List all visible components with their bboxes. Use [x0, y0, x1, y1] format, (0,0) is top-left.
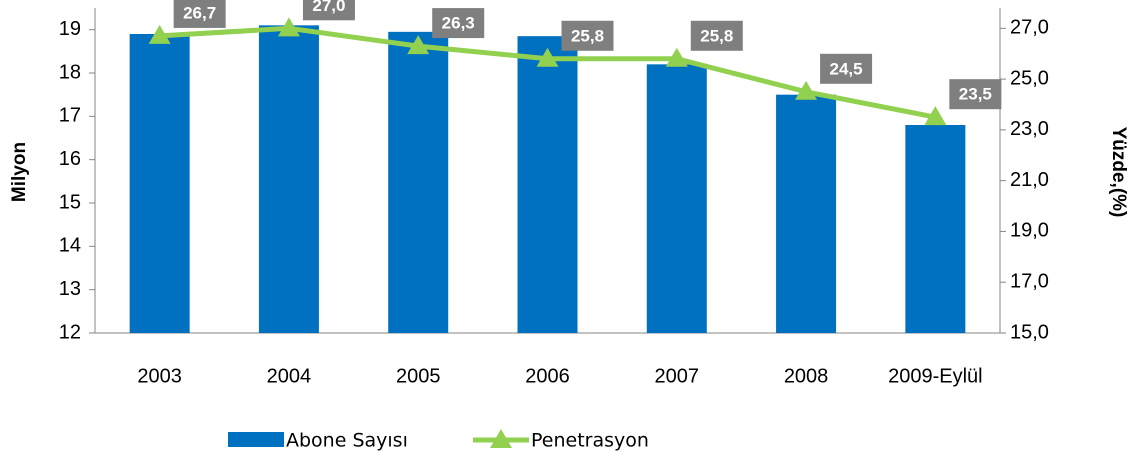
- marker: [407, 35, 430, 55]
- marker: [795, 80, 818, 100]
- y-tick-label: 14: [59, 235, 81, 257]
- data-label: 26,7: [183, 3, 216, 22]
- data-label-box: [690, 20, 743, 51]
- y-tick-label: 17: [59, 105, 81, 127]
- legend-label: Penetrasyon: [531, 430, 649, 452]
- data-label: 26,3: [442, 14, 475, 33]
- marker: [148, 24, 171, 44]
- data-label: 27,0: [312, 0, 345, 15]
- data-label: 25,8: [571, 26, 604, 45]
- x-tick-label: 2003: [137, 365, 182, 387]
- y2-tick-label: 17,0: [1010, 271, 1049, 293]
- y2-tick-label: 27,0: [1010, 17, 1049, 39]
- data-label-box: [173, 0, 226, 28]
- data-label-box: [432, 8, 485, 39]
- data-label: 25,8: [700, 26, 733, 45]
- marker: [536, 47, 559, 67]
- y-tick-label: 15: [59, 191, 81, 213]
- y2-tick-label: 15,0: [1010, 321, 1049, 343]
- data-label: 24,5: [830, 59, 863, 78]
- legend-swatch: [228, 432, 284, 447]
- y-axis-title: Milyon: [9, 142, 30, 202]
- legend-swatch: [490, 429, 512, 448]
- y-tick-label: 13: [59, 278, 81, 300]
- y2-tick-label: 21,0: [1010, 169, 1049, 191]
- y2-tick-label: 25,0: [1010, 67, 1049, 89]
- bar: [776, 94, 837, 334]
- marker: [924, 106, 947, 126]
- bar: [129, 34, 190, 333]
- y-tick-label: 12: [59, 321, 81, 343]
- x-tick-label: 2007: [655, 365, 700, 387]
- y2-tick-label: 23,0: [1010, 118, 1049, 140]
- x-tick-label: 2005: [396, 365, 441, 387]
- bar: [646, 64, 707, 333]
- data-label: 23,5: [959, 85, 992, 104]
- y-tick-label: 16: [59, 148, 81, 170]
- bar: [388, 31, 449, 333]
- bar: [517, 36, 578, 334]
- data-label-box: [820, 53, 873, 84]
- y-tick-label: 19: [59, 18, 81, 40]
- y2-tick-label: 19,0: [1010, 220, 1049, 242]
- data-label-box: [949, 79, 1002, 110]
- x-tick-label: 2008: [784, 365, 829, 387]
- bar: [258, 25, 319, 333]
- data-label-box: [302, 0, 355, 21]
- x-tick-label: 2006: [525, 365, 570, 387]
- x-tick-label: 2004: [267, 365, 312, 387]
- marker: [665, 47, 688, 67]
- data-label-box: [561, 20, 614, 51]
- marker: [277, 17, 300, 37]
- bar: [905, 125, 966, 333]
- x-tick-label: 2009-Eylül: [888, 365, 983, 387]
- legend-label: Abone Sayısı: [286, 430, 408, 452]
- y2-axis-title: Yüzde,(%): [1108, 127, 1129, 218]
- y-tick-label: 18: [59, 61, 81, 83]
